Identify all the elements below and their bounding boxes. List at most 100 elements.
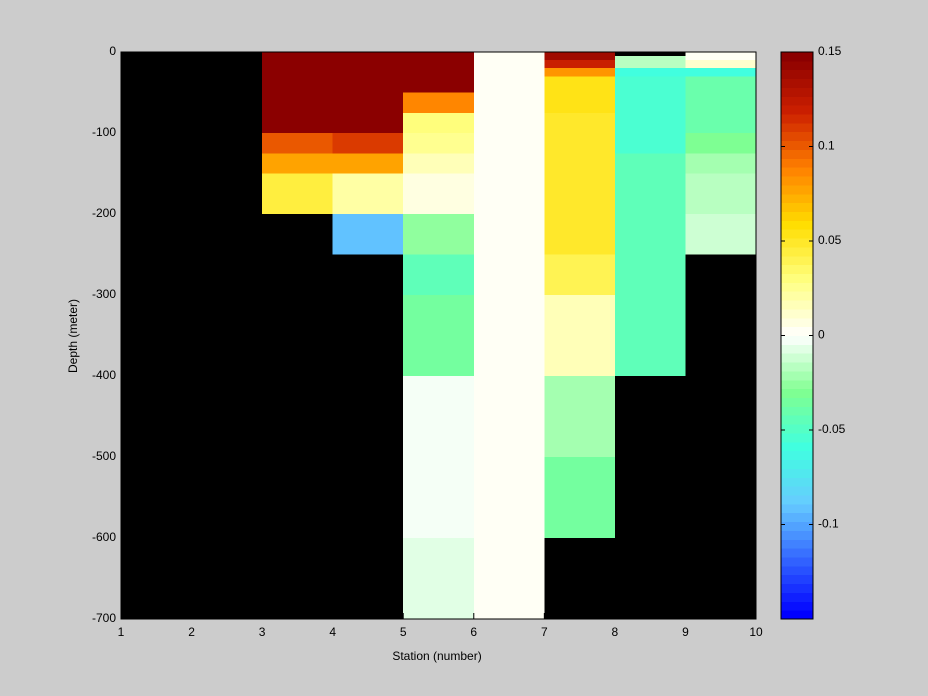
heatmap-cell [332, 153, 404, 174]
colorbar-swatch [781, 601, 813, 611]
colorbar-swatch [781, 335, 813, 345]
heatmap-cell [403, 92, 474, 113]
x-tick-label: 9 [682, 625, 689, 639]
colorbar-tick-label: 0.15 [818, 44, 842, 58]
colorbar-swatch [781, 229, 813, 239]
heatmap-cell [544, 52, 615, 61]
x-tick-label: 8 [612, 625, 619, 639]
heatmap-cell [262, 153, 333, 174]
colorbar-swatch [781, 193, 813, 204]
colorbar-swatch [781, 326, 813, 336]
colorbar-swatch [781, 353, 813, 363]
colorbar-tick-label: 0.05 [818, 233, 842, 247]
heatmap-cell [262, 133, 333, 154]
heatmap-cell [403, 376, 474, 538]
colorbar-swatch [781, 291, 813, 301]
colorbar-swatch [781, 149, 813, 159]
x-tick-label: 4 [329, 625, 336, 639]
heatmap-cell [614, 76, 686, 154]
colorbar-swatch [781, 565, 813, 576]
colorbar-swatch [781, 131, 813, 142]
heatmap-cell [685, 153, 756, 174]
colorbar-swatch [781, 450, 813, 461]
colorbar-swatch [781, 610, 813, 620]
heatmap-cell [544, 254, 615, 295]
colorbar-tick-label: -0.1 [818, 517, 839, 531]
heatmap-cell [685, 173, 756, 214]
heatmap-cell [614, 68, 686, 77]
colorbar-swatch [781, 397, 813, 407]
heatmap-cell [403, 173, 474, 214]
heatmap-cell [403, 254, 474, 295]
colorbar-swatch [781, 317, 813, 328]
y-tick-label: -300 [92, 287, 116, 301]
colorbar-swatch [781, 477, 813, 487]
colorbar-swatch [781, 388, 813, 399]
colorbar-swatch [781, 415, 813, 425]
y-tick-label: -600 [92, 530, 116, 544]
heatmap-cell [544, 457, 615, 538]
heatmap-cell [685, 60, 756, 69]
y-tick-label: -500 [92, 449, 116, 463]
colorbar-swatch [781, 424, 813, 434]
heatmap-cell [544, 376, 615, 457]
heatmap-cell [544, 112, 615, 174]
colorbar-tick-label: 0.1 [818, 139, 835, 153]
y-tick-label: -200 [92, 206, 116, 220]
colorbar-swatch [781, 184, 813, 195]
heatmap-cell [403, 214, 474, 255]
heatmap-cell [544, 295, 615, 376]
heatmap-cell [685, 214, 756, 255]
heatmap-cell [403, 153, 474, 174]
heatmap-cell [332, 173, 404, 214]
heatmap-cell [473, 52, 545, 619]
colorbar-swatch [781, 556, 813, 567]
colorbar-swatch [781, 282, 813, 292]
heatmap-cell [614, 153, 686, 376]
x-tick-label: 7 [541, 625, 548, 639]
colorbar-swatch [781, 503, 813, 514]
colorbar-swatch [781, 264, 813, 274]
colorbar-swatch [781, 140, 813, 150]
heatmap-cell [685, 76, 756, 133]
colorbar-swatch [781, 362, 813, 372]
colorbar-swatch [781, 308, 813, 319]
colorbar-swatch [781, 370, 813, 381]
axes-frame [120, 51, 757, 620]
colorbar-swatch [781, 78, 813, 88]
x-tick-label: 2 [188, 625, 195, 639]
x-tick-label: 1 [118, 625, 125, 639]
colorbar-swatch [781, 246, 813, 257]
colorbar-swatch [781, 122, 813, 133]
heatmap-cell [544, 173, 615, 255]
heatmap-cell [332, 133, 404, 154]
heatmap-cell [403, 295, 474, 376]
y-tick-label: -400 [92, 368, 116, 382]
colorbar-swatch [781, 459, 813, 469]
x-tick-label: 5 [400, 625, 407, 639]
colorbar-swatch [781, 52, 813, 62]
y-tick-label: -700 [92, 611, 116, 625]
colorbar-swatch [781, 521, 813, 531]
colorbar-swatch [781, 202, 813, 212]
heatmap-cell [685, 52, 756, 61]
colorbar-swatch [781, 60, 813, 71]
colorbar-swatch [781, 468, 813, 478]
colorbar-swatch [781, 300, 813, 310]
colorbar-swatch [781, 548, 813, 558]
heatmap-cell [544, 60, 615, 69]
colorbar-swatch [781, 574, 813, 585]
heatmap-cell [403, 112, 474, 133]
colorbar-swatch [781, 69, 813, 80]
colorbar-swatch [781, 87, 813, 97]
colorbar-swatch [781, 512, 813, 523]
colorbar-swatch [781, 539, 813, 549]
heatmap-cell [403, 133, 474, 154]
colorbar-swatch [781, 344, 813, 354]
heatmap-cell [544, 68, 615, 77]
x-tick-label: 3 [259, 625, 266, 639]
colorbar-swatch [781, 238, 813, 248]
colorbar-swatch [781, 220, 813, 230]
colorbar-swatch [781, 583, 813, 593]
